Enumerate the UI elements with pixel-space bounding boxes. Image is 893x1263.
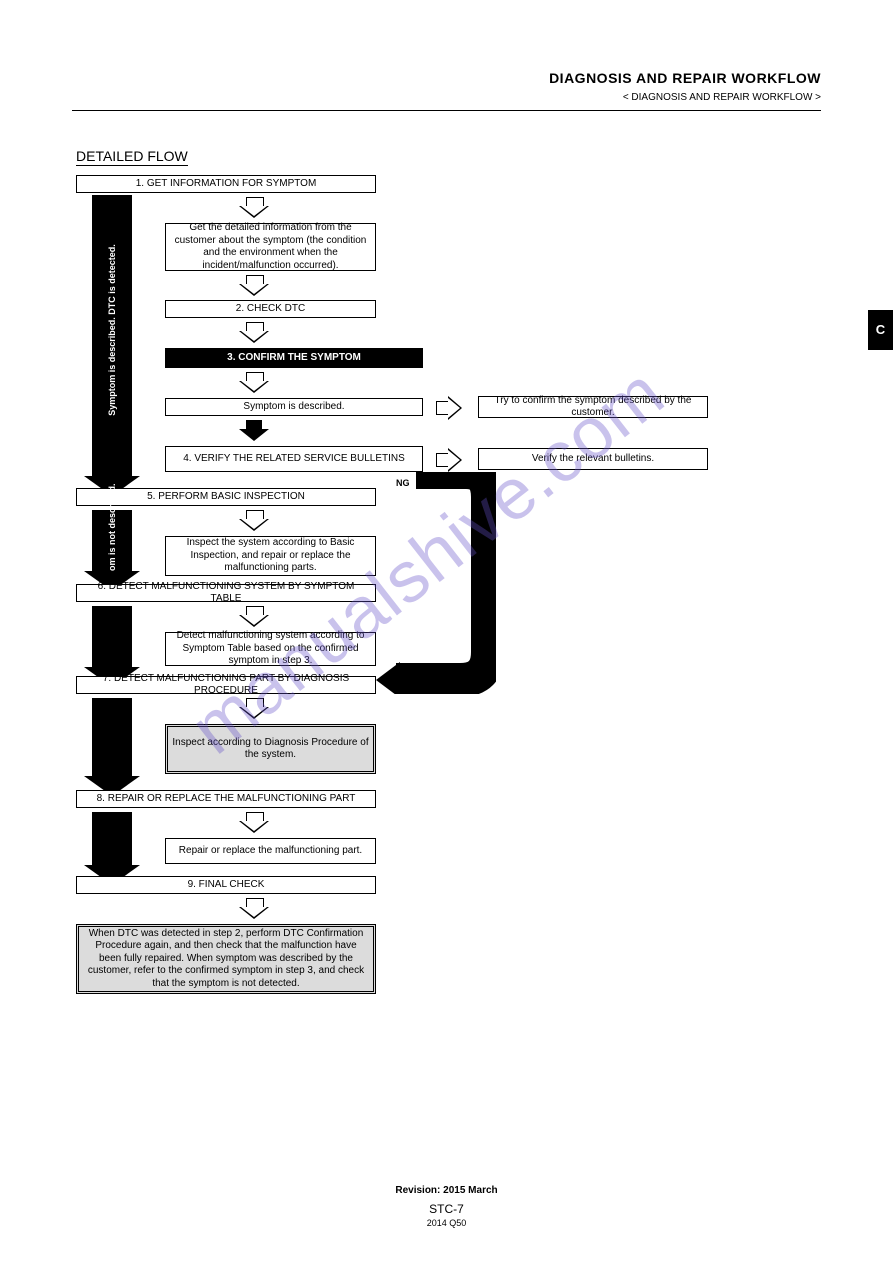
step4-right-text: Verify the relevant bulletins. bbox=[483, 453, 703, 466]
vbar-connector: Symptom is not described. bbox=[92, 510, 132, 573]
step3-right: Try to confirm the symptom described by … bbox=[478, 396, 708, 418]
feedback-connector bbox=[376, 472, 496, 694]
vbar-connector bbox=[92, 812, 132, 867]
step6-desc: Detect malfunctioning system according t… bbox=[165, 632, 376, 666]
header-rule bbox=[72, 110, 821, 111]
footer: Revision: 2015 March STC-7 2014 Q50 bbox=[0, 1185, 893, 1228]
step7-title-text: 7. DETECT MALFUNCTIONING PART BY DIAGNOS… bbox=[81, 673, 371, 698]
step3-title: 3. CONFIRM THE SYMPTOM bbox=[165, 348, 423, 368]
step7-desc-text: Inspect according to Diagnosis Procedure… bbox=[172, 737, 369, 762]
arrow-right-icon bbox=[436, 446, 464, 472]
step5-desc: Inspect the system according to Basic In… bbox=[165, 536, 376, 576]
step5-title-text: 5. PERFORM BASIC INSPECTION bbox=[81, 491, 371, 504]
step3-sub: Symptom is described. bbox=[165, 398, 423, 416]
step8-title: 8. REPAIR OR REPLACE THE MALFUNCTIONING … bbox=[76, 790, 376, 808]
step6-title: 6. DETECT MALFUNCTIONING SYSTEM BY SYMPT… bbox=[76, 584, 376, 602]
step6-desc-text: Detect malfunctioning system according t… bbox=[170, 630, 371, 668]
step4-right: Verify the relevant bulletins. bbox=[478, 448, 708, 470]
chapter-line: < DIAGNOSIS AND REPAIR WORKFLOW > bbox=[623, 92, 821, 103]
step1-title: 1. GET INFORMATION FOR SYMPTOM bbox=[76, 175, 376, 193]
step5-title: 5. PERFORM BASIC INSPECTION bbox=[76, 488, 376, 506]
step8-title-text: 8. REPAIR OR REPLACE THE MALFUNCTIONING … bbox=[81, 793, 371, 806]
header-title: DIAGNOSIS AND REPAIR WORKFLOW bbox=[549, 70, 821, 86]
step2-title: 2. CHECK DTC bbox=[165, 300, 376, 318]
arrow-down-solid-icon bbox=[234, 420, 274, 442]
step5-desc-text: Inspect the system according to Basic In… bbox=[170, 537, 371, 575]
vbar-label: Symptom is described. DTC is detected. bbox=[107, 244, 117, 416]
step8-desc-text: Repair or replace the malfunctioning par… bbox=[170, 845, 371, 858]
arrow-down-icon bbox=[234, 197, 274, 219]
arrow-down-icon bbox=[234, 275, 274, 297]
arrow-down-icon bbox=[234, 322, 274, 344]
section-title: DETAILED FLOW bbox=[76, 148, 188, 166]
step8-desc: Repair or replace the malfunctioning par… bbox=[165, 838, 376, 864]
arrow-down-icon bbox=[234, 606, 274, 628]
vbar-connector bbox=[92, 606, 132, 669]
step3-title-text: 3. CONFIRM THE SYMPTOM bbox=[170, 352, 418, 365]
step2-title-text: 2. CHECK DTC bbox=[170, 303, 371, 316]
arrow-down-icon bbox=[234, 812, 274, 834]
step1-desc-text: Get the detailed information from the cu… bbox=[170, 222, 371, 272]
step9-title: 9. FINAL CHECK bbox=[76, 876, 376, 894]
step7-title: 7. DETECT MALFUNCTIONING PART BY DIAGNOS… bbox=[76, 676, 376, 694]
step6-title-text: 6. DETECT MALFUNCTIONING SYSTEM BY SYMPT… bbox=[81, 581, 371, 606]
step9-desc-text: When DTC was detected in step 2, perform… bbox=[83, 928, 369, 991]
step7-desc: Inspect according to Diagnosis Procedure… bbox=[165, 724, 376, 774]
footer-revision: Revision: 2015 March bbox=[395, 1185, 497, 1196]
arrow-right-icon bbox=[436, 394, 464, 420]
footer-page: STC-7 bbox=[0, 1202, 893, 1216]
step3-sub-text: Symptom is described. bbox=[170, 401, 418, 414]
vbar-connector bbox=[92, 698, 132, 778]
arrow-down-icon bbox=[234, 898, 274, 920]
step1-desc: Get the detailed information from the cu… bbox=[165, 223, 376, 271]
ng-label: NG bbox=[396, 478, 410, 488]
step9-desc: When DTC was detected in step 2, perform… bbox=[76, 924, 376, 994]
step4-title: 4. VERIFY THE RELATED SERVICE BULLETINS bbox=[165, 446, 423, 472]
step1-title-text: 1. GET INFORMATION FOR SYMPTOM bbox=[81, 178, 371, 191]
step9-title-text: 9. FINAL CHECK bbox=[81, 879, 371, 892]
step4-title-text: 4. VERIFY THE RELATED SERVICE BULLETINS bbox=[170, 453, 418, 466]
vbar-connector: Symptom is described. DTC is detected. bbox=[92, 195, 132, 478]
side-tab: C bbox=[868, 310, 893, 350]
footer-model: 2014 Q50 bbox=[0, 1218, 893, 1228]
arrow-down-icon bbox=[234, 510, 274, 532]
arrow-down-icon bbox=[234, 698, 274, 720]
arrow-down-icon bbox=[234, 372, 274, 394]
step3-right-text: Try to confirm the symptom described by … bbox=[483, 395, 703, 420]
page: DIAGNOSIS AND REPAIR WORKFLOW < DIAGNOSI… bbox=[0, 0, 893, 1263]
